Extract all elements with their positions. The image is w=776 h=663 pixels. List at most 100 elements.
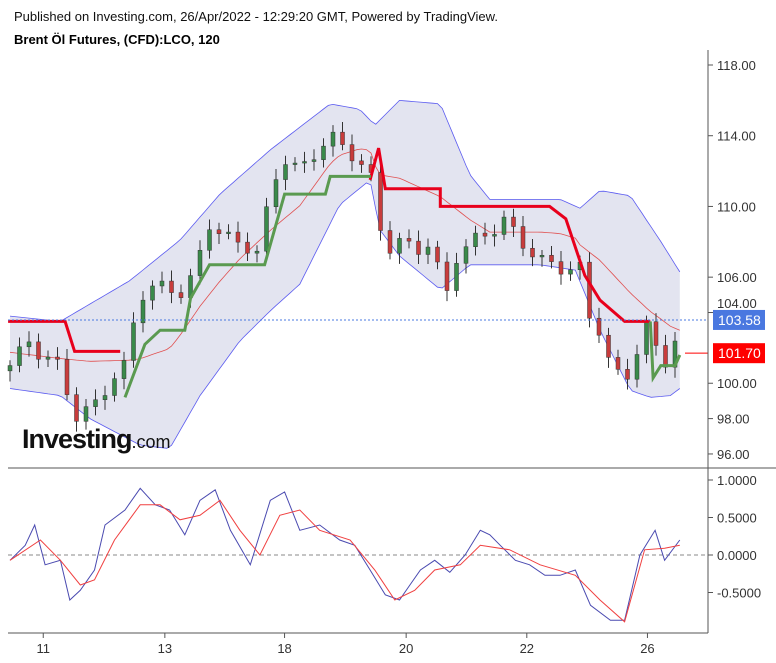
candle-body — [644, 321, 649, 355]
oscillator-oscillator-line — [9, 487, 681, 621]
candle-body — [492, 234, 497, 237]
candle-body — [55, 356, 60, 360]
candle-body — [292, 162, 298, 165]
candle-body — [102, 395, 108, 400]
candle-body — [311, 159, 317, 162]
candle-body — [235, 231, 241, 243]
candle-body — [378, 172, 383, 231]
candle-body — [672, 340, 678, 368]
candle-body — [501, 216, 507, 235]
logo-suffix: .com — [131, 432, 171, 452]
candle-body — [463, 246, 469, 264]
candle-body — [321, 145, 326, 160]
price-tick-label: 114.00 — [717, 129, 756, 144]
candle-body — [596, 317, 602, 336]
investing-logo: Investing.com — [22, 424, 171, 455]
last-price-label: 103.58 — [718, 312, 761, 328]
candle-body — [7, 365, 13, 372]
candle-body — [83, 406, 89, 422]
candle-body — [36, 341, 41, 360]
chart-title: Brent Öl Futures, (CFD):LCO, 120 — [14, 32, 220, 47]
price-tick-label: 96.00 — [717, 447, 750, 462]
candle-body — [74, 394, 79, 422]
candle-body — [520, 226, 526, 249]
bollinger-fill — [10, 100, 680, 449]
candle-body — [568, 269, 573, 275]
candle-body — [264, 206, 269, 252]
axes — [8, 50, 776, 634]
candle-body — [45, 356, 51, 360]
candle-body — [473, 232, 478, 247]
bollinger-lower-line — [9, 182, 681, 449]
price-tick-label: 106.00 — [717, 270, 757, 285]
bollinger-mid-line — [9, 148, 680, 362]
price-tick-label: 118.00 — [717, 58, 756, 73]
candle-body — [615, 357, 621, 370]
stop-line-green — [648, 321, 682, 383]
candle-body — [283, 164, 288, 180]
candle-body — [653, 321, 659, 346]
logo-main: Investing — [22, 424, 133, 454]
price-tick-label: 110.00 — [717, 199, 756, 214]
time-tick-label: 18 — [277, 641, 291, 656]
candle-body — [17, 346, 22, 366]
time-tick-label: 13 — [158, 641, 172, 656]
candle-body — [169, 280, 174, 293]
stop-line-red — [368, 147, 651, 323]
candle-body — [387, 230, 393, 254]
osc-tick-label: 0.0000 — [717, 548, 757, 563]
time-tick-label: 20 — [399, 641, 413, 656]
candle-body — [26, 341, 32, 348]
candle-body — [606, 334, 611, 358]
candle-body — [435, 246, 440, 263]
osc-tick-label: 1.0000 — [717, 473, 757, 488]
candle-body — [64, 359, 70, 395]
oscillator-signal-line — [9, 499, 680, 623]
candle-body — [482, 232, 488, 237]
candle-body — [406, 238, 412, 242]
osc-tick-label: 0.5000 — [717, 511, 757, 526]
candle-body — [397, 238, 402, 254]
time-tick-label: 11 — [37, 641, 51, 656]
stop-value-label: 101.70 — [718, 345, 761, 361]
price-tick-label: 98.00 — [717, 412, 750, 427]
stop-line-red — [8, 319, 121, 353]
stop-line-green — [123, 174, 371, 398]
last-price-label-bg — [713, 309, 765, 330]
candle-body — [330, 131, 336, 147]
bollinger-band — [9, 99, 681, 449]
candle-body — [634, 354, 640, 380]
indicator-lines — [8, 147, 708, 398]
candle-body — [254, 250, 260, 254]
candle-body — [530, 248, 535, 258]
candle-body — [340, 131, 345, 145]
candle-body — [359, 160, 364, 165]
osc-tick-label: -0.5000 — [717, 586, 761, 601]
published-note: Published on Investing.com, 26/Apr/2022 … — [14, 9, 498, 24]
candle-body — [663, 345, 668, 368]
candle-body — [454, 263, 459, 291]
stop-value-label-bg — [713, 343, 765, 364]
candle-body — [121, 360, 127, 379]
candles — [7, 121, 678, 432]
candle-body — [349, 144, 355, 162]
price-tick-label: 100.00 — [717, 376, 757, 391]
candle-body — [625, 369, 630, 380]
price-tick-label: 104.00 — [717, 296, 757, 311]
bollinger-upper-line — [9, 99, 681, 322]
candle-body — [207, 229, 212, 251]
candle-body — [539, 255, 545, 258]
candle-body — [159, 280, 165, 287]
candle-body — [150, 285, 155, 301]
oscillator-pane — [8, 487, 708, 623]
candle-body — [302, 161, 307, 164]
time-tick-label: 22 — [520, 641, 534, 656]
time-tick-label: 26 — [640, 641, 654, 656]
candle-body — [216, 229, 222, 234]
candle-body — [558, 261, 564, 275]
candle-body — [131, 322, 136, 361]
candle-body — [273, 179, 279, 207]
candle-body — [245, 241, 250, 254]
candle-body — [140, 299, 146, 324]
